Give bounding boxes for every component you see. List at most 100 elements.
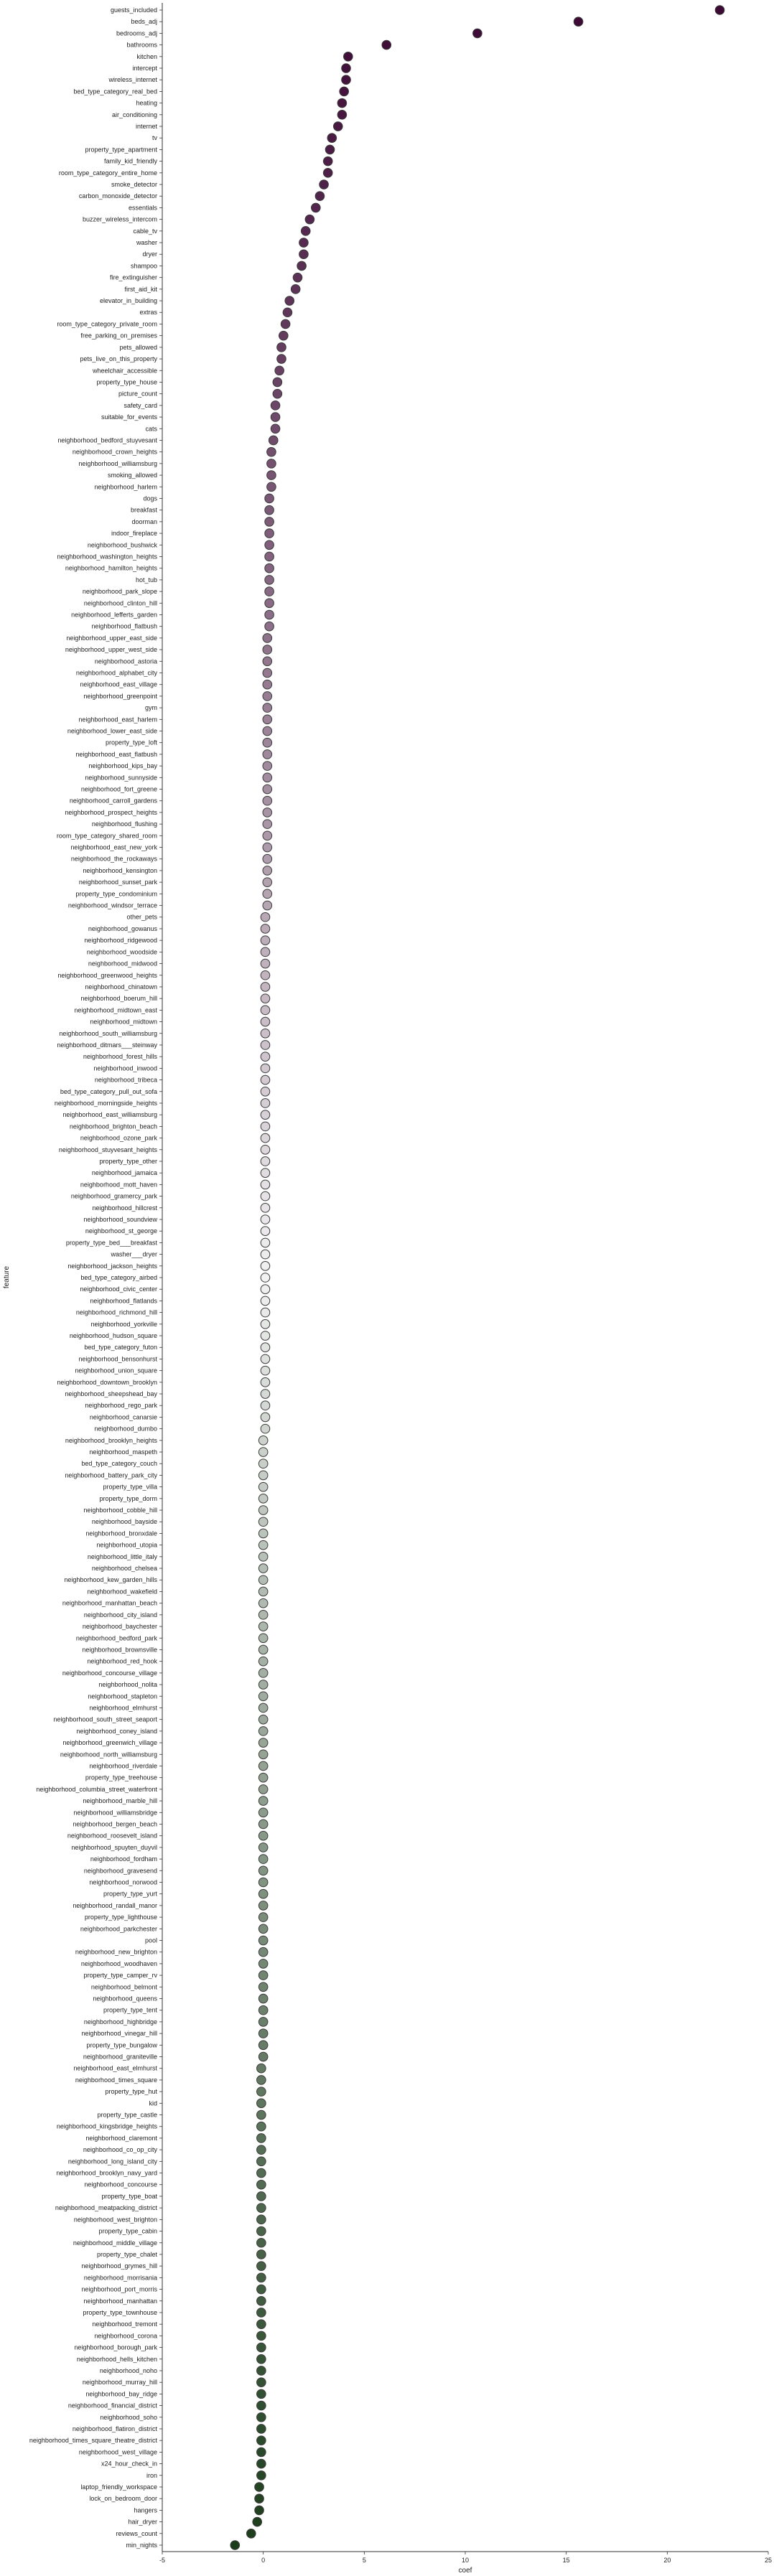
y-tick-label: reviews_count <box>116 2530 157 2537</box>
y-tick-label: neighborhood_lower_east_side <box>67 728 157 735</box>
y-tick-label: room_type_category_private_room <box>57 320 157 327</box>
y-tick-label: neighborhood_north_williamsburg <box>60 1751 157 1758</box>
y-tick-label: neighborhood_upper_east_side <box>66 634 157 642</box>
y-tick-label: neighborhood_alphabet_city <box>76 670 158 677</box>
coef-point <box>260 1319 271 1329</box>
coef-point <box>258 1656 269 1667</box>
coef-point <box>260 993 271 1003</box>
y-tick-label: neighborhood_woodside <box>87 948 157 955</box>
y-tick-label: neighborhood_flatiron_district <box>73 2425 158 2432</box>
coef-point <box>258 2028 269 2038</box>
y-tick-label: neighborhood_flatbush <box>91 623 157 630</box>
coef-point <box>260 970 271 980</box>
coef-point <box>258 1854 269 1864</box>
y-tick-label: neighborhood_st_george <box>85 1227 157 1235</box>
y-tick-label: wheelchair_accessible <box>92 367 157 374</box>
coef-point <box>256 2342 266 2353</box>
coef-point <box>256 2133 266 2143</box>
y-tick-label: neighborhood_west_brighton <box>74 2216 157 2223</box>
y-tick-label: doorman <box>131 518 157 525</box>
coef-point <box>258 1796 269 1806</box>
y-tick-label: neighborhood_city_island <box>84 1611 157 1619</box>
coef-point <box>262 656 273 667</box>
y-tick-label: neighborhood_morningside_heights <box>55 1100 158 1107</box>
coef-point <box>256 2261 266 2271</box>
coef-point <box>260 1342 271 1353</box>
coef-point <box>260 1214 271 1224</box>
coef-point <box>260 947 271 957</box>
y-tick-label: neighborhood_hamilton_heights <box>65 565 158 572</box>
y-tick-label: buzzer_wireless_intercom <box>83 216 157 223</box>
coef-point <box>260 1133 271 1143</box>
coef-point <box>258 1575 269 1586</box>
y-tick-label: property_type_cabin <box>98 2228 157 2235</box>
y-tick-label: lock_on_bedroom_door <box>89 2495 157 2502</box>
coef-point <box>264 540 274 551</box>
y-tick-label: neighborhood_harlem <box>94 483 157 490</box>
y-tick-label: washer___dryer <box>110 1251 157 1258</box>
y-tick-label: neighborhood_gowanus <box>88 925 158 932</box>
coef-point <box>327 133 337 144</box>
coef-point <box>314 191 325 202</box>
coef-point <box>279 330 289 341</box>
y-tick-label: neighborhood_west_village <box>79 2448 157 2455</box>
y-tick-label: hangers <box>134 2506 157 2514</box>
y-tick-label: neighborhood_chinatown <box>85 983 157 990</box>
coef-point <box>258 2040 269 2051</box>
coef-point <box>332 121 343 131</box>
y-tick-label: cable_tv <box>133 228 157 235</box>
coef-point <box>260 1412 271 1423</box>
y-tick-label: neighborhood_ditmars___steinway <box>57 1041 157 1049</box>
coef-point <box>264 609 274 620</box>
coef-point <box>256 2353 266 2364</box>
coef-point <box>297 261 307 271</box>
coef-point <box>258 1494 269 1504</box>
coef-point <box>258 1726 269 1736</box>
y-tick-label: neighborhood_midwood <box>88 960 157 968</box>
coef-point <box>262 900 273 911</box>
y-tick-label: beds_adj <box>131 18 157 25</box>
y-tick-label: neighborhood_flatlands <box>90 1297 157 1304</box>
y-tick-label: neighborhood_bushwick <box>88 541 158 548</box>
coef-point <box>264 575 274 585</box>
y-tick-label: neighborhood_soho <box>100 2414 157 2421</box>
y-axis-ticks: guests_included beds_adj bedrooms_adjbathr… <box>29 6 162 2549</box>
y-tick-label: neighborhood_roosevelt_island <box>67 1832 157 1840</box>
coef-point <box>260 1121 271 1132</box>
coef-point <box>258 1680 269 1690</box>
y-tick-label: property_type_treehouse <box>85 1774 157 1781</box>
x-tick-label: 10 <box>462 2557 469 2564</box>
coef-point <box>264 528 274 538</box>
y-tick-label: neighborhood_columbia_street_waterfront <box>36 1786 157 1793</box>
y-tick-label: neighborhood_soundview <box>83 1216 157 1223</box>
coef-point <box>262 691 273 701</box>
coef-point <box>258 1714 269 1725</box>
y-tick-label: pets_allowed <box>119 344 157 351</box>
coef-point <box>256 2075 266 2085</box>
y-tick-label: min_nights <box>126 2542 157 2549</box>
coef-point <box>258 1563 269 1573</box>
coef-point <box>256 2145 266 2155</box>
coef-point <box>256 2249 266 2259</box>
y-tick-label: carbon_monoxide_detector <box>79 192 157 200</box>
y-tick-label: neighborhood_wakefield <box>87 1588 157 1595</box>
coef-point <box>260 1110 271 1120</box>
coef-point <box>254 2505 264 2516</box>
coef-point <box>266 482 276 492</box>
y-tick-label: neighborhood_maspeth <box>89 1448 157 1456</box>
y-tick-label: neighborhood_crown_heights <box>73 449 158 456</box>
coef-point <box>258 1435 269 1446</box>
plot-frame <box>162 3 768 2552</box>
y-tick-label: neighborhood_baychester <box>83 1623 157 1630</box>
y-tick-label: neighborhood_sunnyside <box>85 774 157 781</box>
coef-point <box>256 2400 266 2411</box>
coef-point <box>258 1458 269 1469</box>
y-tick-label: neighborhood_ridgewood <box>84 937 157 944</box>
coef-point <box>258 1819 269 1830</box>
y-tick-label: hair_dryer <box>128 2519 157 2526</box>
coef-point <box>258 1830 269 1841</box>
coef-point <box>262 842 273 853</box>
coef-point <box>258 1447 269 1457</box>
coef-point <box>260 1144 271 1155</box>
coef-point <box>270 401 281 411</box>
